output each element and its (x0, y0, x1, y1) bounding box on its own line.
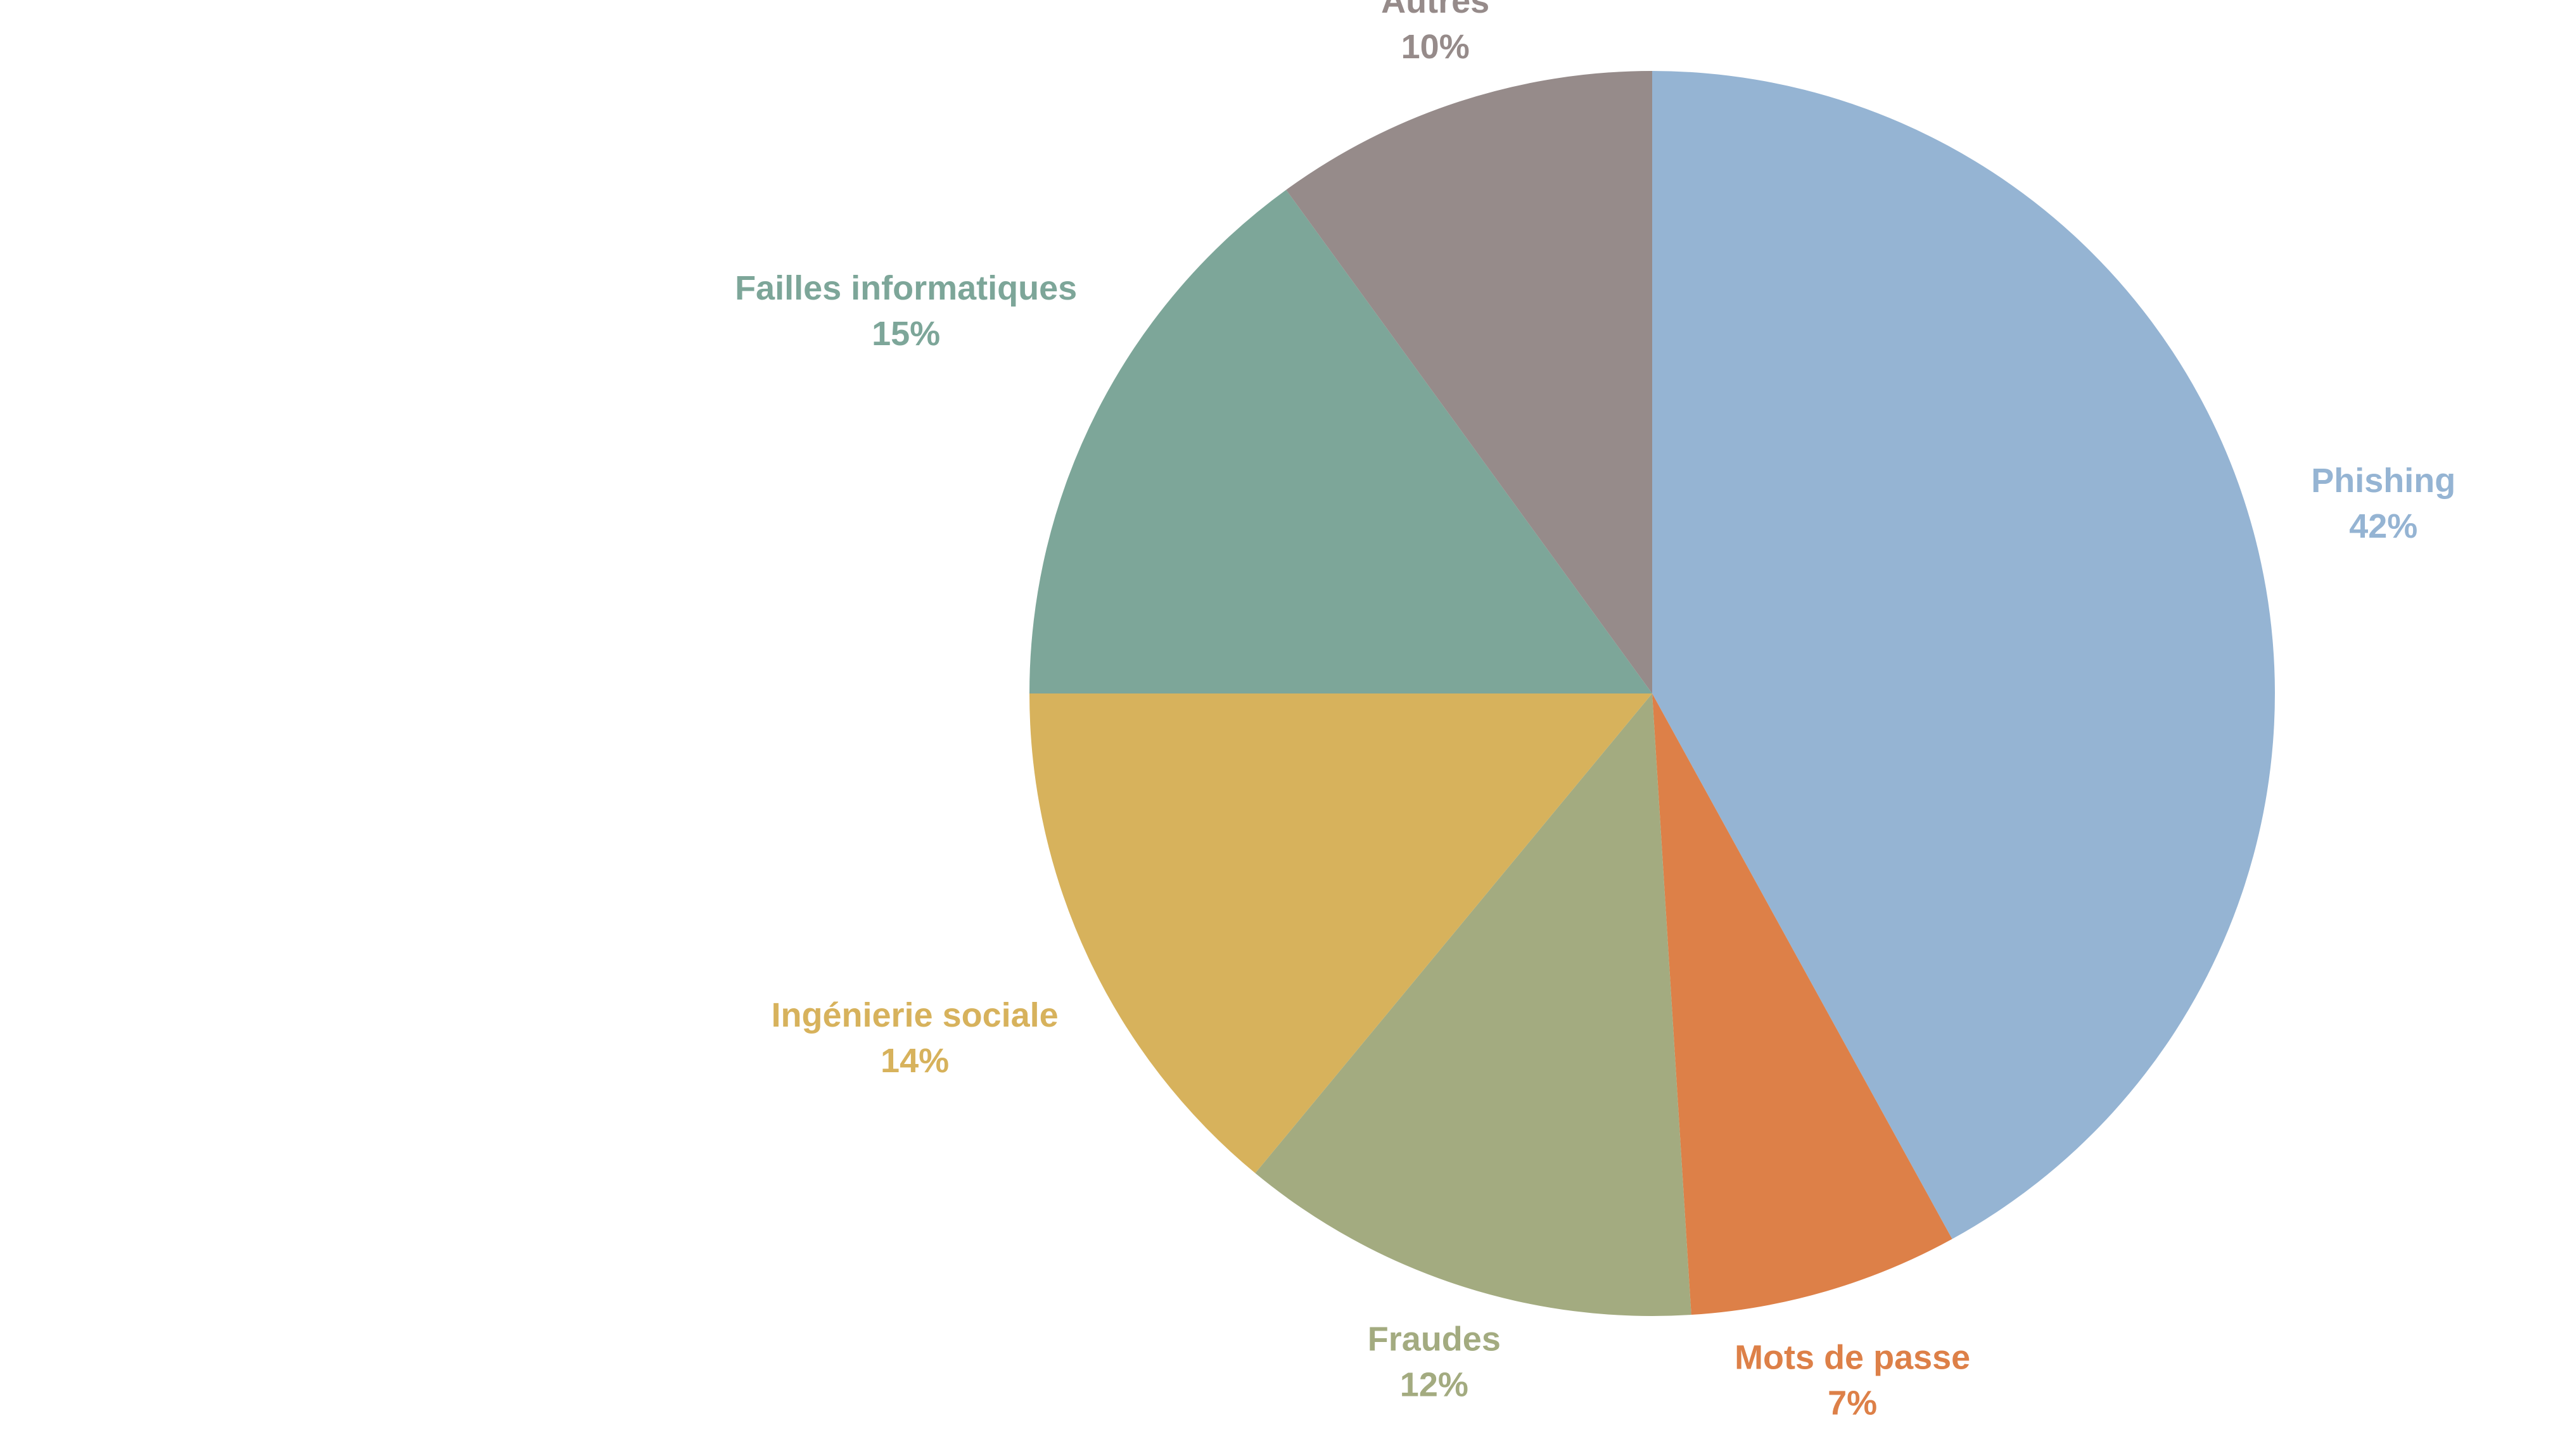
slice-label: Failles informatiques (735, 269, 1077, 307)
pie-slice (1029, 189, 1652, 693)
slice-value-label: 14% (881, 1042, 949, 1080)
slice-label: Autres (1381, 0, 1489, 20)
slice-label: Fraudes (1368, 1320, 1501, 1358)
slice-label: Ingénierie sociale (771, 996, 1058, 1034)
slice-value-label: 12% (1400, 1366, 1468, 1404)
slice-label: Mots de passe (1735, 1338, 1970, 1376)
pie-slice (1286, 71, 1652, 693)
slice-value-label: 15% (872, 315, 940, 353)
slice-value-label: 10% (1401, 28, 1470, 66)
slice-label: Phishing (2311, 462, 2455, 500)
pie-slice (1029, 693, 1652, 1174)
slice-value-label: 7% (1828, 1384, 1877, 1422)
pie-slice (1652, 693, 1952, 1315)
slice-value-label: 42% (2349, 507, 2417, 545)
pie-slice (1255, 693, 1691, 1316)
pie-slice (1652, 71, 2275, 1239)
